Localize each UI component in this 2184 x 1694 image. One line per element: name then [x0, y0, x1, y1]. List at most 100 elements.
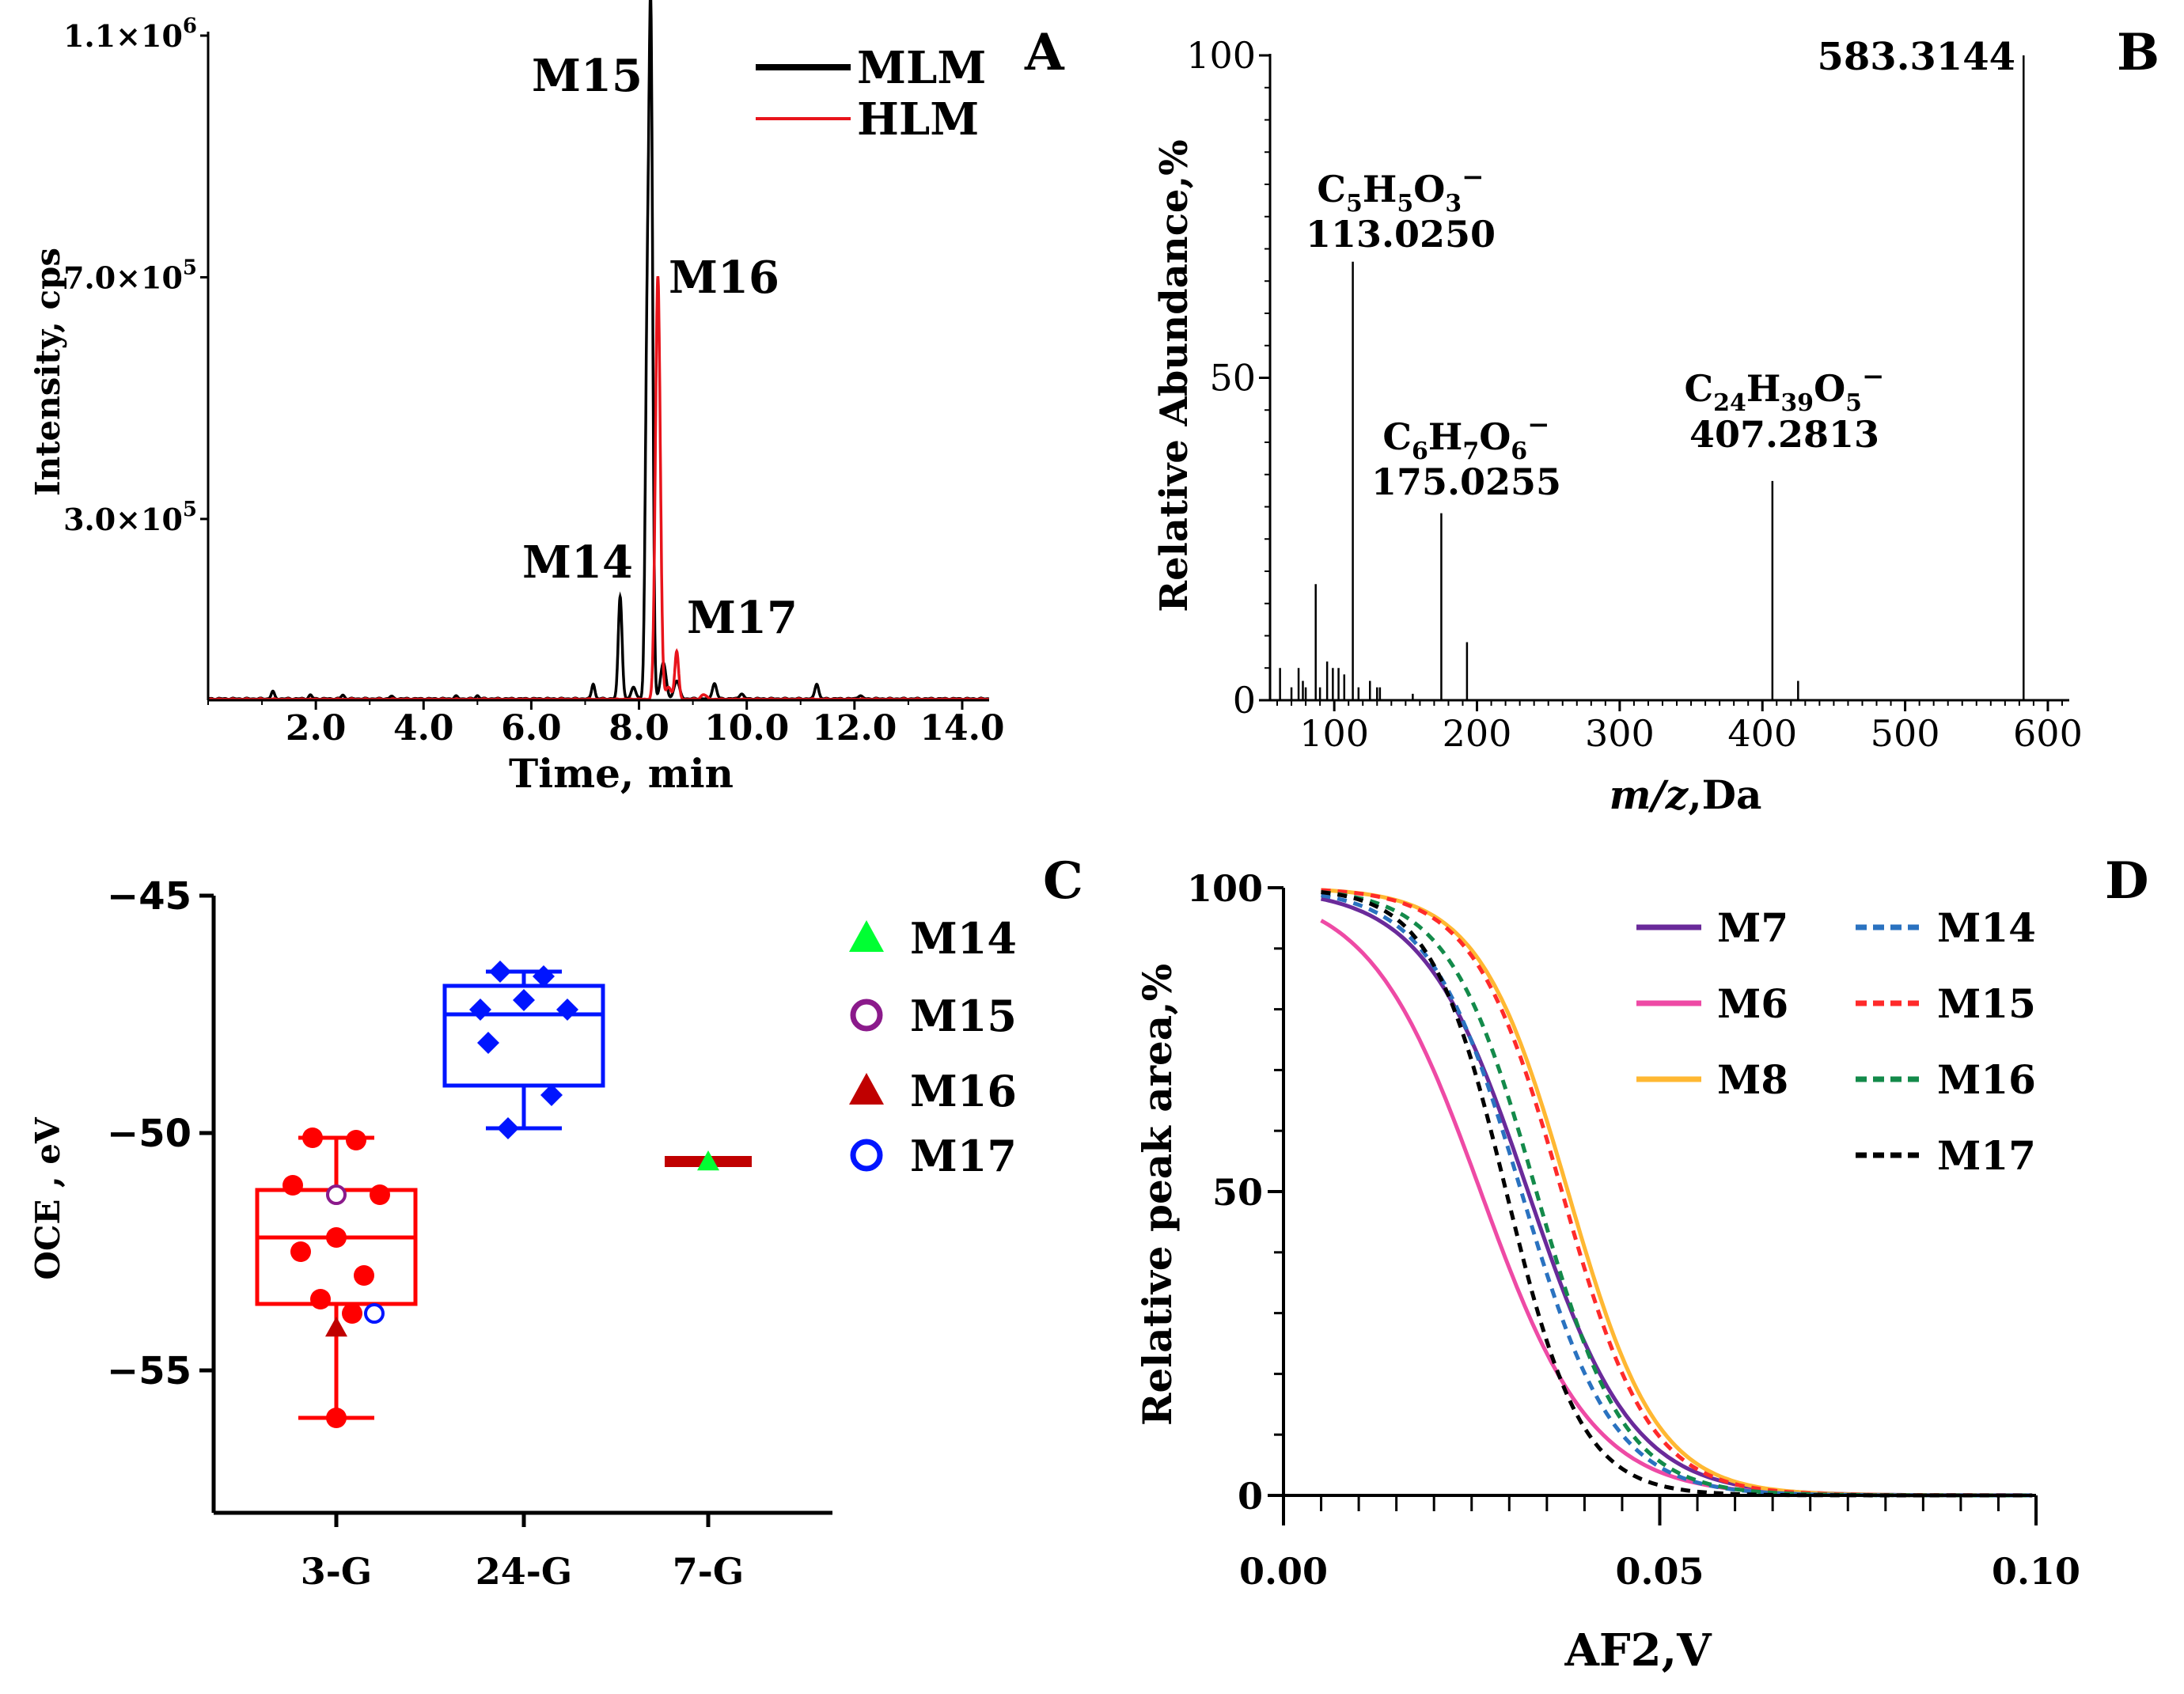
b-formula-part: C	[1317, 168, 1346, 210]
a-x-tick-label-2-0: 2.0	[286, 708, 347, 748]
b-x-tick-label-200: 200	[1443, 712, 1512, 755]
c-special-m17	[364, 1303, 385, 1324]
b-x-tick-label-300: 300	[1585, 712, 1655, 755]
d-legend-label-m6: M6	[1717, 980, 1788, 1027]
c-point-24-g	[489, 961, 511, 983]
c-y-axis-title: OCE , eV	[28, 1116, 67, 1280]
d-legend-label-m14: M14	[1937, 904, 2036, 951]
a-x-tick-label-6-0: 6.0	[501, 708, 562, 748]
c-special-m16	[325, 1317, 347, 1337]
c-point-24-g	[469, 999, 491, 1021]
panel-label-b: B	[2117, 23, 2159, 82]
b-x-tick-label-600: 600	[2013, 712, 2083, 755]
b-formula-part: −	[1462, 161, 1484, 193]
a-legend: MLM HLM	[756, 42, 986, 146]
a-x-tick-label-14-0: 14.0	[919, 708, 1004, 748]
c-legend-marker-m14	[849, 920, 884, 952]
a-peak-label-m14: M14	[522, 536, 633, 589]
c-legend-label-m16: M16	[910, 1066, 1017, 1116]
b-formula-part: H	[1746, 367, 1780, 410]
b-formula-part: −	[1527, 409, 1550, 441]
c-x-tick-label-24-g: 24-G	[476, 1550, 572, 1593]
breakdown-curve-panel: 0.00 0.05 0.10 0 50 100 AF2,V Relative peak …	[1134, 867, 2080, 1677]
b-formula-part: H	[1428, 415, 1462, 458]
b-mass-1: 175.0255	[1371, 460, 1561, 503]
b-formula-part: 39	[1780, 389, 1814, 417]
c-legend-label-m17: M17	[910, 1131, 1017, 1181]
panel-label-c: C	[1043, 851, 1083, 911]
c-legend-label-m14: M14	[910, 913, 1017, 964]
b-y-tick-label-100: 100	[1186, 34, 1256, 77]
d-legend-label-m7: M7	[1717, 904, 1788, 951]
b-formula-part: 6	[1511, 438, 1527, 465]
b-x-tick-label-100: 100	[1299, 712, 1369, 755]
a-x-tick-label-10-0: 10.0	[704, 708, 789, 748]
d-y-tick-label-100: 100	[1187, 867, 1263, 910]
b-formula-1: C6H7O6−	[1382, 409, 1549, 465]
b-y-axis-title: Relative Abundance,%	[1152, 139, 1196, 612]
b-formula-part: 6	[1412, 438, 1428, 465]
d-y-tick-label-0: 0	[1238, 1475, 1263, 1518]
b-x-axis-title-italic: m/z	[1610, 771, 1689, 818]
c-x-tick-label-3-g: 3-G	[301, 1550, 372, 1593]
c-point-3-g	[346, 1130, 366, 1150]
a-y-tick-base: 7.0×10	[63, 260, 183, 295]
a-y-tick-exp: 6	[183, 14, 197, 38]
c-legend-marker-m16	[849, 1073, 884, 1105]
a-legend-label-hlm: HLM	[857, 93, 979, 146]
b-formula-2: C24H39O5−	[1684, 361, 1884, 417]
c-legend-label-m15: M15	[910, 991, 1017, 1041]
c-point-3-g	[370, 1184, 390, 1205]
c-point-24-g	[497, 1117, 519, 1139]
a-y-tick-exp: 5	[183, 498, 197, 521]
b-y-tick-label-0: 0	[1233, 679, 1256, 722]
c-legend-marker-m15	[850, 999, 883, 1032]
b-formula-part: 24	[1713, 389, 1746, 417]
b-formula-part: C	[1684, 367, 1713, 410]
a-y-tick-label: 7.0×105	[63, 256, 197, 295]
c-point-24-g	[540, 1084, 563, 1106]
c-box-24-g	[442, 983, 605, 1088]
a-peak-label-m17: M17	[687, 592, 798, 644]
d-x-tick-label-0-05: 0.05	[1615, 1550, 1704, 1593]
a-y-axis-title: Intensity, cps	[28, 248, 67, 496]
c-point-3-g	[326, 1408, 347, 1428]
a-y-tick-label: 3.0×105	[63, 498, 197, 537]
c-special-m14	[697, 1150, 719, 1171]
d-x-tick-label-0-10: 0.10	[1992, 1550, 2080, 1593]
b-y-tick-label-50: 50	[1209, 357, 1256, 400]
a-peak-label-m16: M16	[669, 252, 779, 304]
c-point-24-g	[513, 989, 535, 1011]
c-point-3-g	[342, 1303, 362, 1324]
c-point-24-g	[533, 965, 555, 987]
b-formula-part: 5	[1346, 190, 1363, 218]
c-legend-marker-m17	[850, 1139, 883, 1172]
c-point-3-g	[290, 1241, 311, 1262]
c-point-3-g	[282, 1175, 303, 1196]
b-x-axis-title: m/z,Da	[1610, 771, 1762, 818]
b-mass-0: 113.0250	[1306, 213, 1496, 256]
b-formula-part: C	[1382, 415, 1412, 458]
d-x-axis-title: AF2,V	[1564, 1624, 1712, 1677]
c-y-tick-label: −55	[107, 1349, 191, 1393]
c-special-m15	[326, 1184, 347, 1205]
c-point-3-g	[302, 1127, 323, 1148]
a-x-tick-label-8-0: 8.0	[609, 708, 669, 748]
a-y-tick-exp: 5	[183, 256, 197, 279]
b-formula-part: O	[1413, 168, 1445, 210]
b-formula-part: H	[1363, 168, 1397, 210]
panel-label-d: D	[2105, 851, 2149, 911]
b-formula-part: 7	[1462, 438, 1479, 465]
c-y-tick-label: −50	[107, 1112, 191, 1156]
c-y-tick-label: −45	[107, 874, 191, 919]
a-legend-label-mlm: MLM	[857, 42, 986, 94]
c-point-3-g	[354, 1265, 374, 1286]
a-x-axis-title: Time, min	[509, 750, 734, 797]
d-y-axis-title: Relative peak area,%	[1134, 964, 1181, 1426]
b-x-tick-label-400: 400	[1727, 712, 1797, 755]
oce-boxplot-panel: −45 −50 −55 3-G 24-G 7-G OCE , eV M14 M15 M16 M…	[28, 874, 1017, 1593]
d-legend-label-m16: M16	[1937, 1056, 2036, 1103]
chromatogram-panel: 2.0 4.0 6.0 8.0 10.0 12.0 14.0 3.0×1057.0×1051…	[28, 0, 1005, 797]
d-curve-m16	[1321, 890, 2033, 1498]
